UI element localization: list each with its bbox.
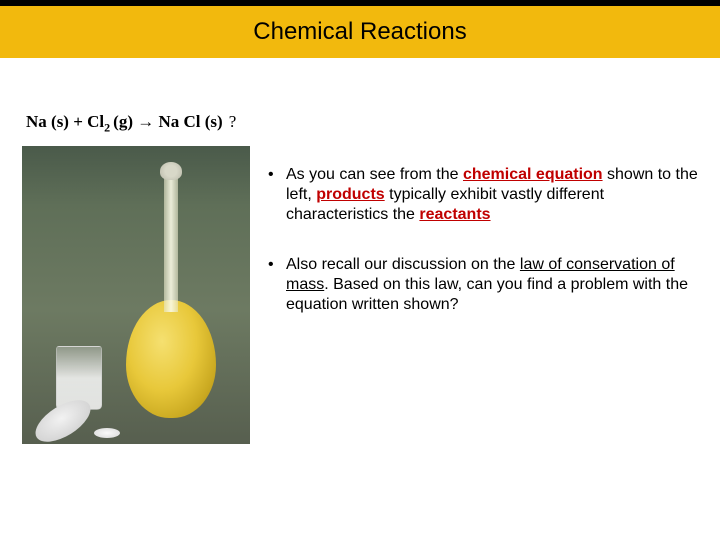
list-item: • Also recall our discussion on the law … (268, 255, 698, 315)
chemical-equation: Na (s) + Cl2 (g) → Na Cl (s)? (26, 112, 236, 135)
text-frag: As you can see from the (286, 166, 463, 183)
keyword-chemical-equation: chemical equation (463, 166, 603, 183)
keyword-reactants: reactants (419, 206, 490, 223)
flask-stopper (160, 162, 182, 180)
bullet-text-2: Also recall our discussion on the law of… (286, 255, 698, 315)
text-frag: . Based on this law, can you find a prob… (286, 276, 688, 313)
flask-neck (164, 172, 178, 312)
flask-bulb (126, 300, 216, 418)
title-bar: Chemical Reactions (0, 0, 720, 58)
equation-lhs1: Na (s) + Cl (26, 112, 104, 131)
salt-pile-graphic (94, 428, 120, 438)
flask-graphic (126, 172, 216, 428)
bullet-list: • As you can see from the chemical equat… (268, 165, 698, 345)
list-item: • As you can see from the chemical equat… (268, 165, 698, 225)
text-frag: Also recall our discussion on the (286, 256, 520, 273)
equation-question: ? (229, 112, 237, 131)
keyword-products: products (316, 186, 384, 203)
bullet-dot: • (268, 165, 286, 225)
reaction-photo (22, 146, 250, 444)
page-title: Chemical Reactions (253, 18, 466, 46)
equation-lhs2: (g) → Na Cl (s) (113, 112, 223, 131)
bullet-text-1: As you can see from the chemical equatio… (286, 165, 698, 225)
equation-subscript: 2 (104, 120, 113, 134)
bullet-dot: • (268, 255, 286, 315)
